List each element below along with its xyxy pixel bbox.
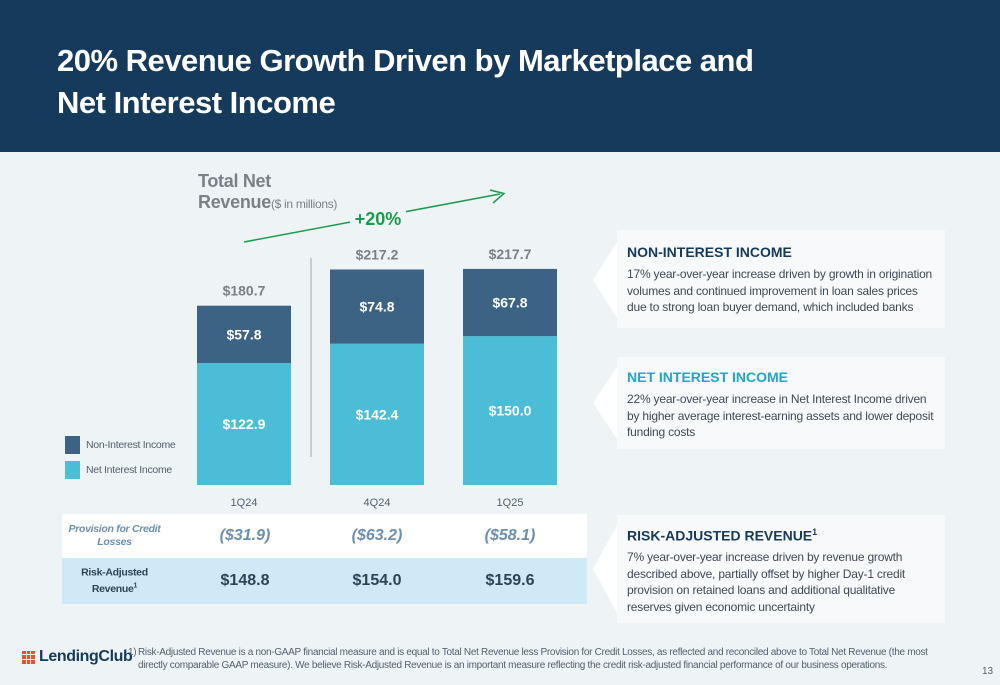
legend-label: Net Interest Income (86, 464, 172, 476)
row-label-provision: Provision for Credit Losses (68, 523, 161, 548)
table-row-risk-adjusted: Risk-Adjusted Revenue1 $148.8 $154.0 $15… (62, 558, 587, 604)
x-tick-label-4q24: 4Q24 (364, 497, 391, 509)
panel-non-interest-income: NON-INTEREST INCOME 17% year-over-year i… (617, 230, 945, 328)
panel-title: RISK-ADJUSTED REVENUE1 (627, 527, 817, 544)
growth-arrow-head (489, 189, 506, 204)
risk-adjusted-value-1q25: $159.6 (485, 572, 535, 589)
chart-unit-label: ($ in millions) (270, 197, 338, 211)
chart-title-line1: Total Net (198, 171, 271, 191)
page-title: 20% Revenue Growth Driven by Marketplace… (57, 43, 754, 120)
chart-title-line2: Revenue (198, 192, 271, 212)
legend-label: Non-Interest Income (86, 439, 176, 451)
panel-text: 17% year-over-year increase driven by gr… (627, 267, 933, 314)
provision-value-1q24: ($31.9) (219, 527, 271, 544)
footnote-marker: 1 (133, 582, 138, 590)
x-tick-label-1q24: 1Q24 (231, 497, 258, 509)
bar-value-label-net-interest-4q24: $142.4 (356, 406, 399, 422)
growth-annotation: +20% (355, 209, 402, 229)
bar-non-interest-1q25 (463, 268, 557, 337)
chart-legend: Non-Interest Income Net Interest Income (65, 435, 176, 485)
panel-text: 7% year-over-year increase driven by rev… (627, 550, 906, 614)
legend-item-non-interest-income: Non-Interest Income (65, 435, 176, 455)
bar-value-label-non-interest-1q25: $67.8 (492, 295, 527, 311)
bar-non-interest-4q24 (330, 269, 424, 344)
pointer-arrow-risk-adjusted (593, 525, 617, 613)
summary-table: Provision for Credit Losses ($31.9) ($63… (62, 514, 587, 604)
risk-adjusted-value-4q24: $154.0 (352, 572, 402, 589)
bar-net-interest-1q24 (197, 363, 291, 485)
legend-item-net-interest-income: Net Interest Income (65, 460, 175, 480)
footnote-number: 1) (128, 647, 137, 658)
total-label-1q25: $217.7 (489, 246, 532, 262)
bar-value-label-net-interest-1q25: $150.0 (489, 403, 532, 419)
header-banner: 20% Revenue Growth Driven by Marketplace… (0, 0, 1000, 152)
total-label-4q24: $217.2 (356, 246, 399, 262)
risk-adjusted-label-text: Risk-Adjusted Revenue (81, 566, 148, 595)
lendingclub-logo: LendingClub (22, 648, 133, 666)
footnote-text: Risk-Adjusted Revenue is a non-GAAP fina… (138, 647, 928, 671)
footnote: 1) Risk-Adjusted Revenue is a non-GAAP f… (128, 646, 928, 672)
row-label-risk-adjusted: Risk-Adjusted Revenue1 (62, 566, 167, 596)
chart-title: Total Net Revenue($ in millions) (198, 171, 337, 215)
logo-grid-icon (22, 650, 35, 664)
panel-text: 22% year-over-year increase in Net Inter… (627, 392, 934, 439)
growth-label-bg (350, 204, 406, 230)
legend-swatch-net-interest (65, 461, 80, 479)
footnote-marker: 1 (812, 527, 818, 537)
bar-net-interest-4q24 (330, 343, 424, 485)
bar-non-interest-1q24 (197, 305, 291, 364)
panel-title: NON-INTEREST INCOME (627, 244, 792, 260)
bar-value-label-non-interest-4q24: $74.8 (359, 299, 394, 315)
provision-value-4q24: ($63.2) (351, 527, 403, 544)
risk-adjusted-value-1q24: $148.8 (220, 572, 270, 589)
panel-net-interest-income: NET INTEREST INCOME 22% year-over-year i… (617, 357, 945, 449)
table-row-provision: Provision for Credit Losses ($31.9) ($63… (62, 514, 587, 558)
provision-value-1q25: ($58.1) (484, 527, 536, 544)
panel-title: NET INTEREST INCOME (627, 369, 789, 385)
bar-net-interest-1q25 (463, 336, 557, 485)
bar-value-label-non-interest-1q24: $57.8 (226, 326, 261, 342)
panel-title-text: RISK-ADJUSTED REVENUE (627, 527, 813, 544)
bar-value-label-net-interest-1q24: $122.9 (223, 416, 266, 432)
revenue-bar-chart: $122.9 $57.8 $180.7 1Q24 $142.4 $74.8 $217.2 4Q… (197, 189, 557, 509)
page-number: 13 (982, 666, 994, 677)
legend-swatch-non-interest (65, 436, 80, 454)
panel-risk-adjusted-revenue: RISK-ADJUSTED REVENUE1 7% year-over-year… (617, 515, 945, 623)
logo-text: LendingClub (39, 648, 133, 665)
x-tick-label-1q25: 1Q25 (497, 497, 524, 509)
total-label-1q24: $180.7 (223, 283, 266, 299)
